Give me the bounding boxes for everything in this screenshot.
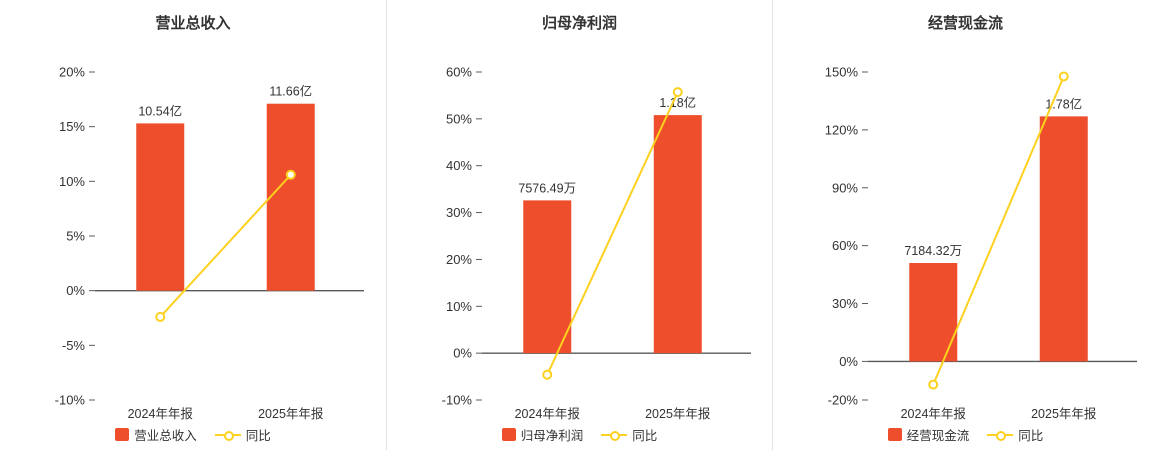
yoy-line[interactable] <box>159 174 292 318</box>
legend-revenue: 营业总收入 同比 <box>0 425 386 444</box>
bar-value-label: 11.66亿 <box>269 84 312 99</box>
y-tick-label: 0% <box>839 354 858 369</box>
combo-chart-net-profit[interactable]: 60% 50% 40% 30% 20% 10% 0% -10% 7576.49万 1.18亿 202… <box>387 30 773 430</box>
y-tick-label: 150% <box>825 65 859 80</box>
bar-swatch-icon <box>115 428 130 441</box>
yoy-line[interactable] <box>546 91 679 376</box>
y-tick-label: -20% <box>828 393 859 408</box>
yoy-line-marker[interactable] <box>928 379 939 390</box>
y-tick-label: 90% <box>832 180 858 195</box>
legend-item-bar[interactable]: 经营现金流 <box>887 425 970 444</box>
y-tick-label: 20% <box>446 252 472 267</box>
bar[interactable] <box>136 123 185 291</box>
line-marker-icon <box>987 430 1014 441</box>
y-tick-label: 30% <box>446 205 472 220</box>
bar[interactable] <box>523 200 572 354</box>
y-tick-label: 60% <box>446 65 472 80</box>
legend-item-line[interactable]: 同比 <box>214 425 271 444</box>
legend-item-line[interactable]: 同比 <box>987 425 1043 444</box>
bar-swatch-icon <box>501 428 516 441</box>
x-category-label: 2025年年报 <box>258 406 324 421</box>
y-tick-label: 20% <box>59 65 85 80</box>
legend-bar-label: 归母净利润 <box>520 429 584 443</box>
y-tick-label: 0% <box>66 283 85 298</box>
x-category-label: 2025年年报 <box>1031 406 1097 421</box>
y-tick-label: 30% <box>832 296 858 311</box>
y-tick-label: -10% <box>55 393 86 408</box>
chart-title-net-profit: 归母净利润 <box>541 15 617 32</box>
bar-value-label: 7576.49万 <box>518 181 576 195</box>
y-tick-label: 10% <box>446 299 472 314</box>
bar-swatch-icon <box>887 428 902 441</box>
legend-item-line[interactable]: 同比 <box>601 425 657 444</box>
line-marker-icon <box>214 430 241 441</box>
y-tick-label: 60% <box>832 238 858 253</box>
chart-title-cash-flow: 经营现金流 <box>927 15 1003 32</box>
panel-net-profit: 归母净利润 60% 50% 40% 30% 20% 10% 0% -10% 7576.49万 1.… <box>386 0 772 450</box>
legend-cash-flow: 经营现金流 同比 <box>773 425 1158 444</box>
x-category-label: 2024年年报 <box>128 406 194 421</box>
legend-bar-label: 经营现金流 <box>906 429 970 443</box>
bar-value-label: 1.18亿 <box>659 95 696 110</box>
chart-title-revenue: 营业总收入 <box>155 15 231 32</box>
yoy-line-marker[interactable] <box>542 369 553 380</box>
bar-value-label: 10.54亿 <box>138 103 182 118</box>
line-marker-icon <box>601 430 628 441</box>
y-tick-label: -5% <box>62 338 86 353</box>
yoy-line[interactable] <box>932 76 1065 385</box>
yoy-line-marker[interactable] <box>155 311 166 322</box>
yoy-line-marker[interactable] <box>672 87 683 98</box>
x-category-label: 2024年年报 <box>515 406 581 421</box>
x-category-label: 2025年年报 <box>645 406 711 421</box>
combo-chart-revenue[interactable]: 20% 15% 10% 5% 0% -5% -10% 10.54亿 11.66亿 2024年年报 2… <box>0 30 386 430</box>
y-tick-label: 120% <box>825 122 859 137</box>
y-tick-label: 5% <box>66 229 85 244</box>
panel-cash-flow: 经营现金流 150% 120% 90% 60% 30% 0% -20% 7184.32万 1.7… <box>772 0 1158 450</box>
y-tick-label: -10% <box>442 393 473 408</box>
legend-line-label: 同比 <box>245 429 271 443</box>
y-tick-label: 40% <box>446 158 472 173</box>
yoy-line-marker[interactable] <box>1058 71 1069 82</box>
yoy-line-marker[interactable] <box>285 169 296 180</box>
legend-item-bar[interactable]: 营业总收入 <box>115 425 197 444</box>
bar-value-label: 7184.32万 <box>904 244 962 258</box>
panel-revenue: 营业总收入 20% 15% 10% 5% 0% -5% -10% 10.54亿 11.66亿 20… <box>0 0 386 450</box>
y-tick-label: 50% <box>446 111 472 126</box>
y-tick-label: 15% <box>59 119 85 134</box>
legend-bar-label: 营业总收入 <box>134 429 197 443</box>
bar[interactable] <box>1039 116 1088 362</box>
bar[interactable] <box>266 103 315 291</box>
y-tick-label: 10% <box>59 174 85 189</box>
bar[interactable] <box>653 115 702 354</box>
legend-item-bar[interactable]: 归母净利润 <box>501 425 584 444</box>
legend-net-profit: 归母净利润 同比 <box>387 425 772 444</box>
legend-line-label: 同比 <box>632 429 658 443</box>
y-tick-label: 0% <box>453 346 472 361</box>
combo-chart-cash-flow[interactable]: 150%120%90%60%30%0%-20%7184.32万1.78亿2024… <box>773 30 1159 430</box>
x-category-label: 2024年年报 <box>901 406 967 421</box>
legend-line-label: 同比 <box>1018 429 1044 443</box>
